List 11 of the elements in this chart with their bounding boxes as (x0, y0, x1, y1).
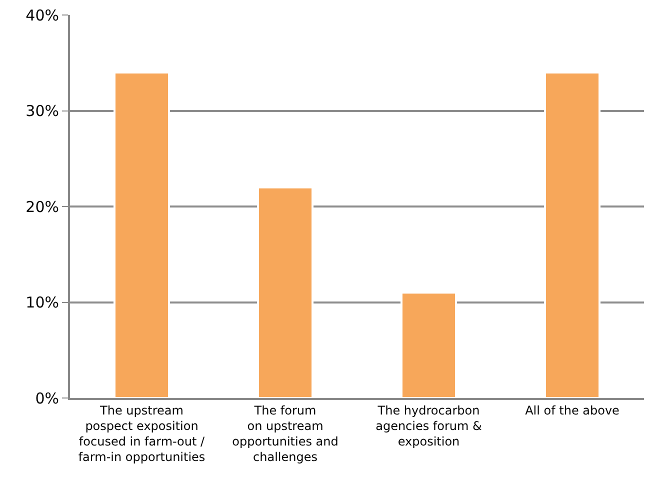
y-tick-label: 20% (26, 198, 59, 216)
x-tick-label: The hydrocarbon agencies forum & exposition (376, 403, 482, 449)
x-tick-label: All of the above (525, 403, 620, 418)
bar (400, 292, 458, 398)
y-tick-label: 0% (35, 389, 59, 408)
y-tick-label: 40% (26, 6, 59, 24)
x-tick-label: The forum on upstream opportunities and challenges (232, 403, 338, 464)
y-tick-label: 10% (26, 294, 59, 312)
x-tick-label: The upstream pospect exposition focused in farm-out / farm-in opportunities (78, 403, 206, 464)
bar (256, 186, 314, 398)
y-tick-label: 30% (26, 102, 59, 120)
